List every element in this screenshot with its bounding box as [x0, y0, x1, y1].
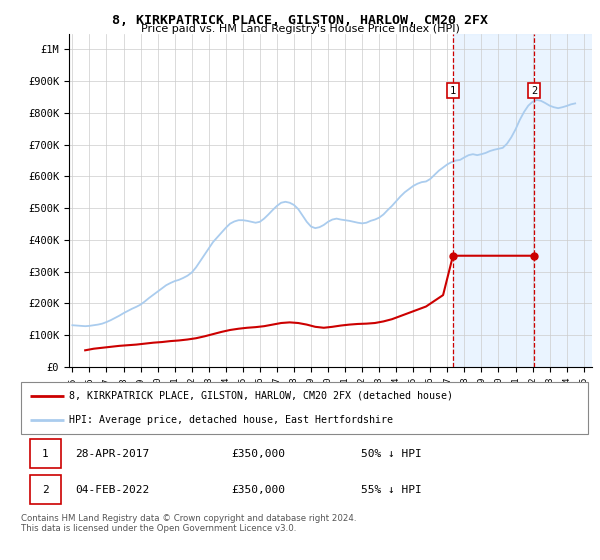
Text: 1: 1 [450, 86, 456, 96]
Text: 50% ↓ HPI: 50% ↓ HPI [361, 449, 422, 459]
Text: 8, KIRKPATRICK PLACE, GILSTON, HARLOW, CM20 2FX (detached house): 8, KIRKPATRICK PLACE, GILSTON, HARLOW, C… [69, 391, 453, 401]
Text: 1: 1 [42, 449, 49, 459]
Text: 8, KIRKPATRICK PLACE, GILSTON, HARLOW, CM20 2FX: 8, KIRKPATRICK PLACE, GILSTON, HARLOW, C… [112, 14, 488, 27]
Text: 55% ↓ HPI: 55% ↓ HPI [361, 484, 422, 494]
Text: £350,000: £350,000 [231, 449, 285, 459]
Text: 28-APR-2017: 28-APR-2017 [75, 449, 149, 459]
Text: Price paid vs. HM Land Registry's House Price Index (HPI): Price paid vs. HM Land Registry's House … [140, 24, 460, 34]
Text: Contains HM Land Registry data © Crown copyright and database right 2024.
This d: Contains HM Land Registry data © Crown c… [21, 514, 356, 534]
FancyBboxPatch shape [21, 382, 588, 434]
Text: 2: 2 [531, 86, 537, 96]
Text: 2: 2 [42, 484, 49, 494]
Text: HPI: Average price, detached house, East Hertfordshire: HPI: Average price, detached house, East… [69, 415, 393, 425]
Text: £350,000: £350,000 [231, 484, 285, 494]
FancyBboxPatch shape [29, 440, 61, 468]
Text: 04-FEB-2022: 04-FEB-2022 [75, 484, 149, 494]
FancyBboxPatch shape [29, 475, 61, 504]
Bar [453, 34, 600, 367]
